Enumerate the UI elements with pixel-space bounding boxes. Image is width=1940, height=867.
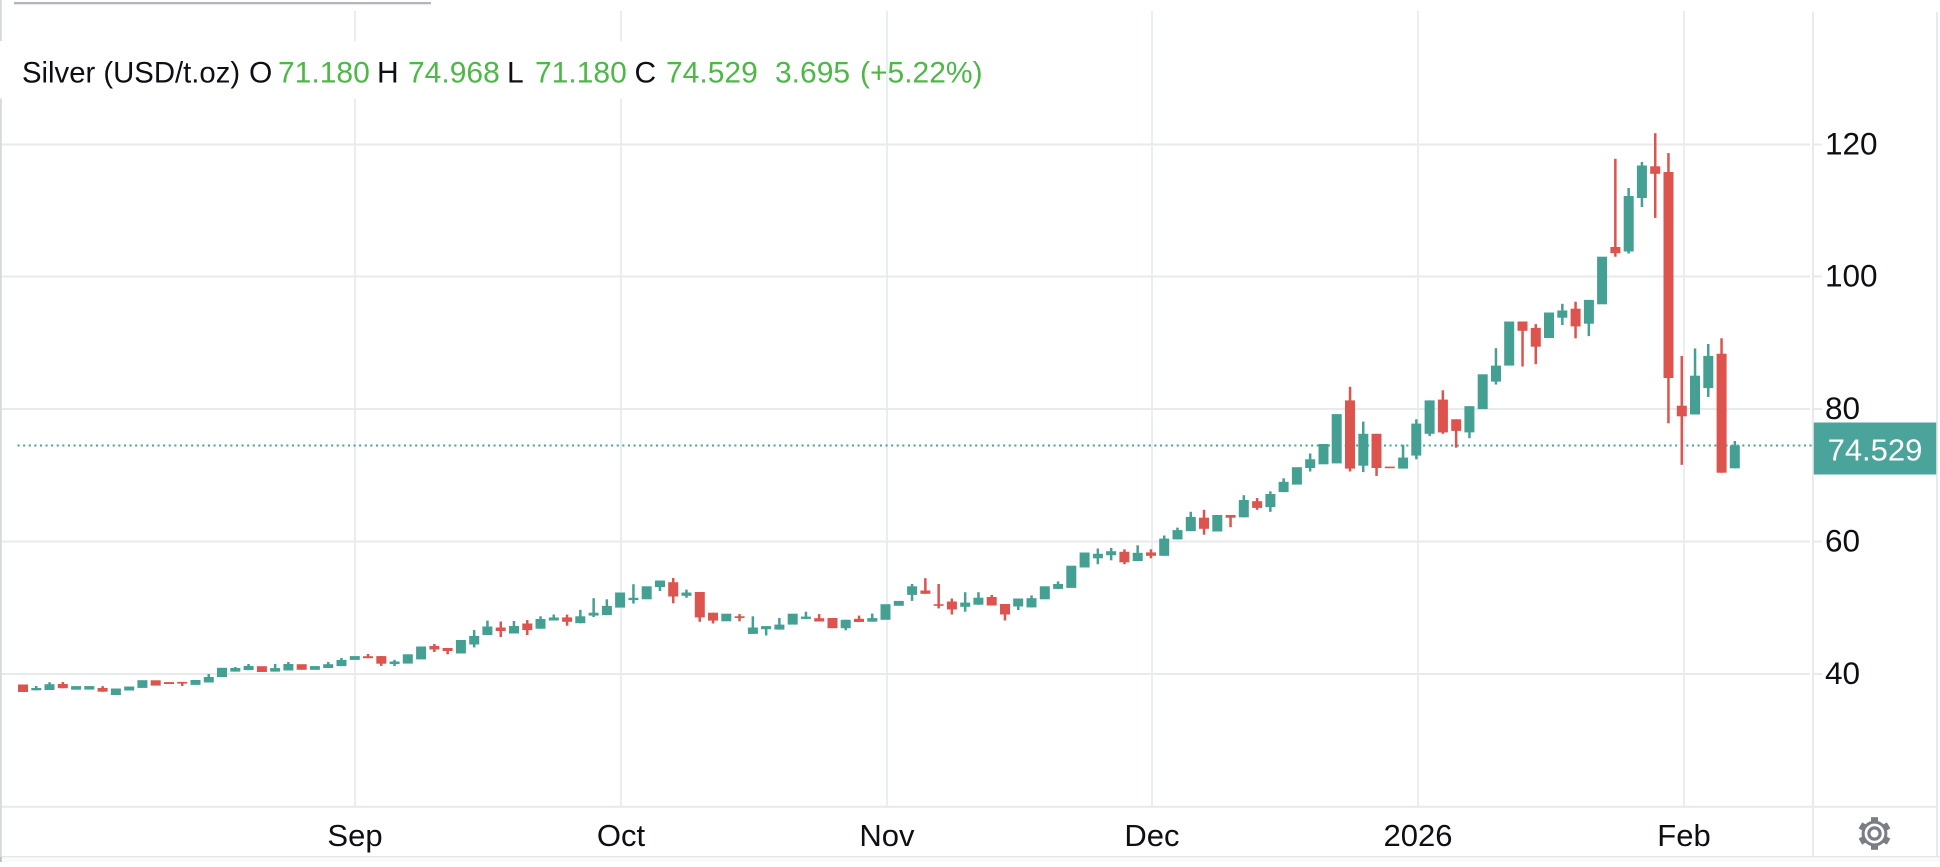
svg-text:Nov: Nov — [859, 818, 915, 853]
svg-text:120: 120 — [1825, 126, 1878, 162]
svg-text:80: 80 — [1825, 390, 1860, 426]
svg-text:Feb: Feb — [1657, 818, 1710, 853]
svg-text:74.529: 74.529 — [1828, 433, 1923, 468]
svg-text:60: 60 — [1825, 523, 1860, 559]
svg-text:3.695: 3.695 — [775, 57, 850, 90]
svg-text:L: L — [507, 57, 524, 90]
svg-text:74.968: 74.968 — [408, 57, 500, 90]
svg-text:100: 100 — [1825, 258, 1878, 294]
svg-text:Sep: Sep — [327, 818, 382, 853]
svg-text:2026: 2026 — [1384, 818, 1453, 853]
svg-text:71.180: 71.180 — [278, 57, 370, 90]
svg-text:40: 40 — [1825, 655, 1860, 691]
svg-text:Dec: Dec — [1124, 818, 1179, 853]
svg-text:74.529: 74.529 — [666, 57, 758, 90]
svg-text:71.180: 71.180 — [535, 57, 627, 90]
svg-text:Silver (USD/t.oz): Silver (USD/t.oz) — [22, 57, 240, 90]
svg-text:O: O — [249, 57, 272, 90]
svg-text:C: C — [635, 57, 657, 90]
svg-text:H: H — [377, 57, 399, 90]
svg-text:(+5.22%): (+5.22%) — [860, 57, 983, 90]
svg-text:Oct: Oct — [597, 818, 646, 853]
